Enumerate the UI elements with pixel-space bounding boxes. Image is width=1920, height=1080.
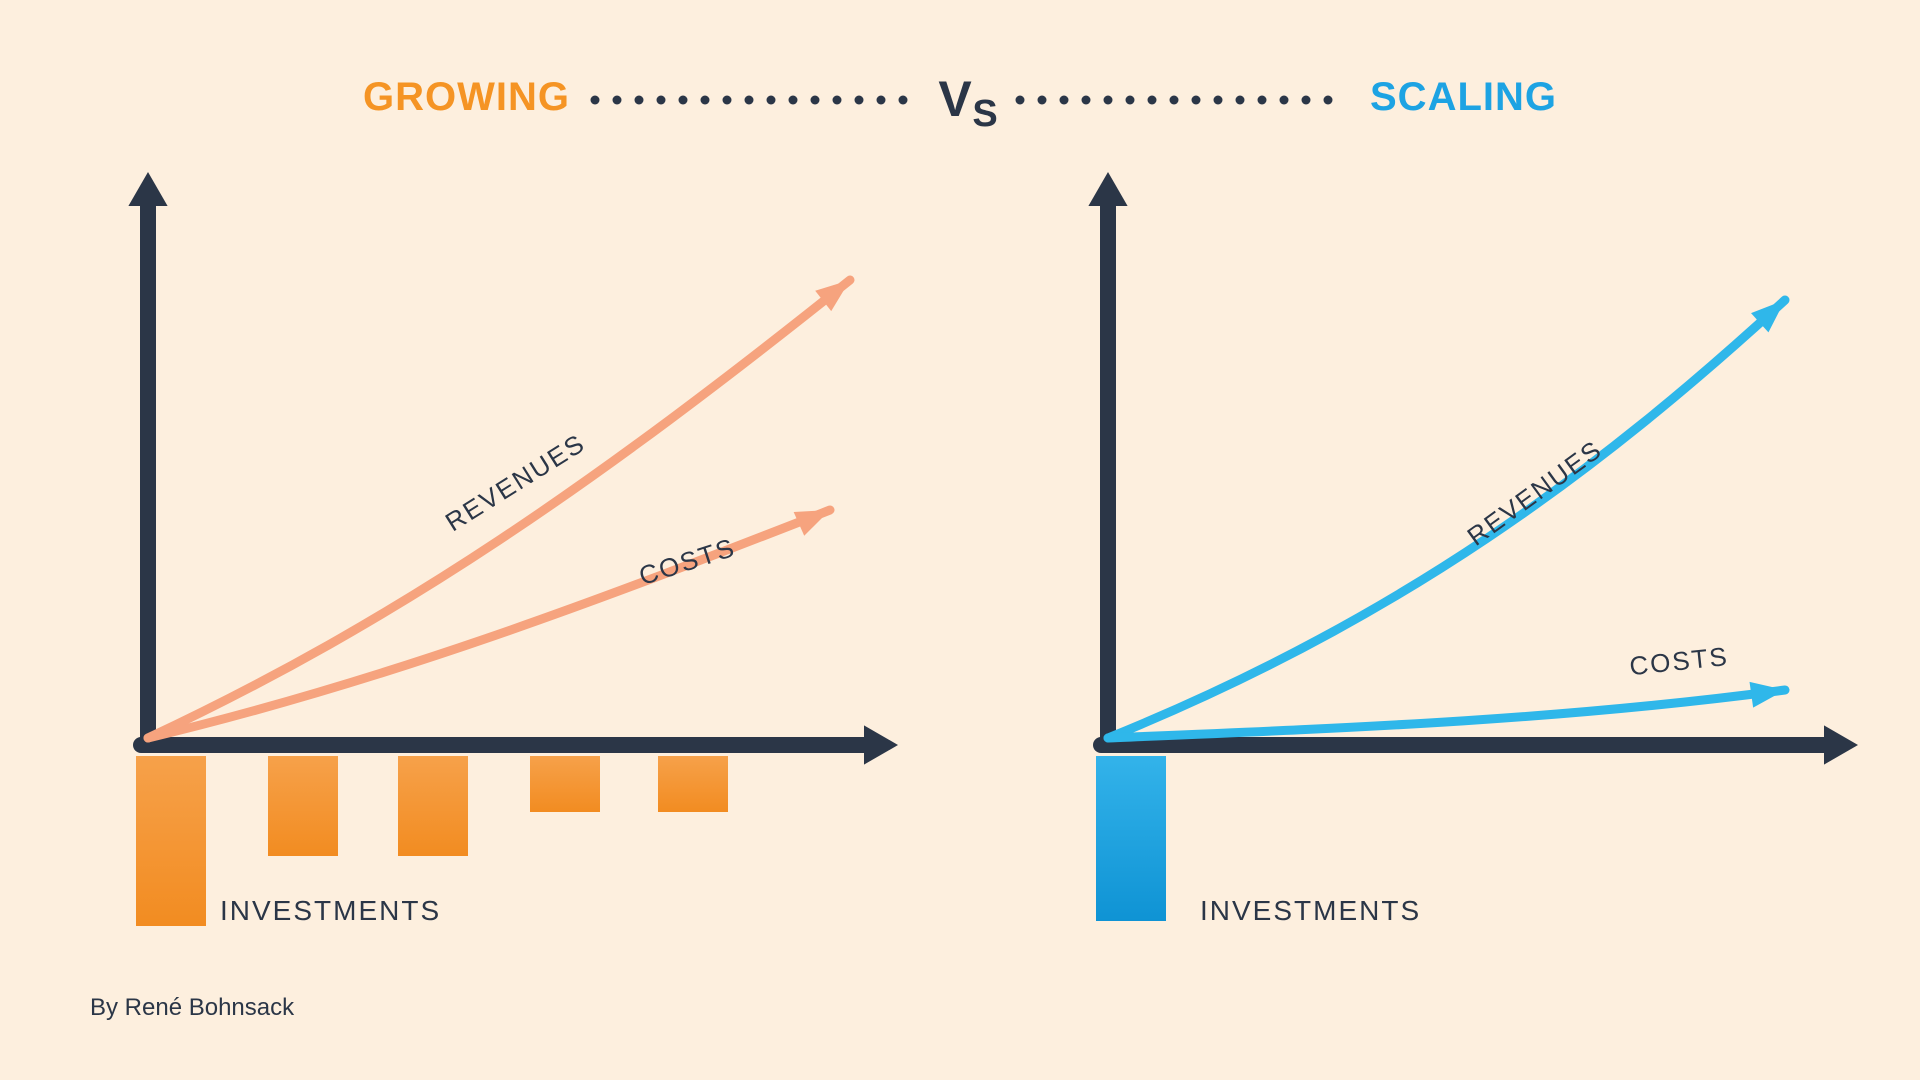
investment-bar bbox=[268, 756, 338, 856]
scaling-investments-label: INVESTMENTS bbox=[1200, 895, 1421, 926]
growing-title: GROWING bbox=[363, 75, 570, 119]
investment-bar bbox=[658, 756, 728, 812]
vs-v: V bbox=[938, 71, 972, 127]
infographic-canvas: GROWING V S SCALING REVENUES COSTS IN bbox=[0, 0, 1920, 1080]
vs-s: S bbox=[972, 93, 997, 135]
investment-bar bbox=[136, 756, 206, 926]
investment-bar bbox=[1096, 756, 1166, 921]
dots-right bbox=[1016, 96, 1333, 105]
scaling-title: SCALING bbox=[1370, 75, 1557, 119]
dots-left bbox=[591, 96, 908, 105]
scaling-investment-bars bbox=[1096, 756, 1166, 921]
growing-investments-label: INVESTMENTS bbox=[220, 895, 441, 926]
investment-bar bbox=[530, 756, 600, 812]
investment-bar bbox=[398, 756, 468, 856]
byline: By René Bohnsack bbox=[90, 994, 295, 1021]
